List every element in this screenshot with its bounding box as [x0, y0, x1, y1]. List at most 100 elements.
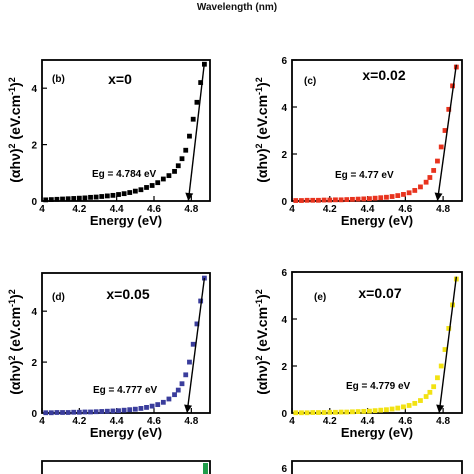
y-axis-title-superscript: 2	[7, 355, 17, 360]
x-tick-label: 4.4	[361, 416, 375, 427]
y-axis-title-part: (eV.cm	[254, 95, 270, 144]
data-point	[423, 394, 429, 399]
data-point	[372, 408, 378, 414]
data-point	[384, 407, 389, 413]
data-point	[438, 363, 444, 369]
data-point	[435, 158, 440, 164]
fit-line-arrowhead	[436, 404, 445, 413]
data-point	[82, 409, 88, 415]
y-axis-title-superscript: -1	[254, 87, 264, 95]
data-point	[175, 387, 181, 393]
y-tick-label: 4	[281, 103, 287, 114]
data-point	[361, 196, 367, 202]
band-gap-label: Eg = 4.784 eV	[92, 169, 157, 180]
data-point	[166, 173, 172, 179]
data-point	[423, 179, 429, 185]
panel-label: (c)	[304, 76, 316, 87]
data-point	[160, 176, 166, 182]
fit-line	[187, 62, 206, 202]
data-point	[338, 197, 344, 203]
y-axis-title-part: )	[7, 294, 23, 299]
data-point	[121, 191, 127, 197]
data-point	[172, 168, 177, 174]
y-axis-title-superscript: -1	[7, 299, 17, 307]
data-point	[60, 196, 65, 202]
data-point	[293, 198, 299, 203]
partial-panel-right: 6	[281, 460, 463, 474]
data-point	[304, 197, 310, 203]
data-point	[316, 410, 321, 415]
x-tick-label: 4.8	[436, 204, 450, 215]
data-point	[183, 372, 189, 378]
data-point	[76, 409, 82, 415]
data-point	[327, 409, 333, 415]
data-point	[435, 375, 440, 381]
y-axis-title-superscript: 2	[7, 143, 17, 148]
data-point	[71, 409, 77, 415]
y-axis-title-part: (eV.cm	[254, 307, 270, 356]
y-axis-title-part: (αhν)	[254, 360, 270, 394]
y-tick-label: 6	[281, 268, 287, 279]
data-point	[43, 410, 49, 416]
data-point	[179, 156, 185, 162]
data-point	[401, 404, 406, 410]
data-point	[155, 180, 161, 186]
data-point	[179, 381, 185, 387]
data-point	[367, 196, 372, 202]
plot-frame	[41, 272, 211, 414]
data-point	[138, 187, 144, 193]
data-point	[187, 359, 192, 365]
data-point	[93, 409, 99, 415]
x-tick-label: 4	[39, 416, 45, 427]
data-point	[293, 410, 299, 416]
x-tick-label: 4	[289, 204, 295, 215]
data-point	[299, 410, 304, 416]
data-point	[395, 193, 401, 198]
y-axis-title: (αhν)2 (eV.cm-1)2	[7, 289, 23, 395]
data-point	[406, 403, 412, 408]
data-point	[190, 341, 196, 347]
x-tick-label: 4.4	[361, 204, 375, 215]
data-point	[355, 409, 361, 414]
data-point	[378, 195, 384, 201]
data-point	[438, 144, 444, 150]
data-point	[427, 389, 433, 395]
y-axis-title-part: (αhν)	[7, 360, 23, 394]
panel-label: (e)	[314, 292, 326, 303]
y-tick-label: 6	[281, 56, 287, 67]
x-tick-label: 4.8	[436, 416, 450, 427]
data-point	[355, 196, 361, 202]
y-axis-title-part: )	[254, 82, 270, 87]
data-point	[88, 194, 93, 200]
data-point	[384, 194, 389, 200]
y-axis-title-superscript: 2	[254, 143, 264, 148]
y-tick-label: 4	[31, 84, 37, 95]
y-axis-title-part: (αhν)	[254, 148, 270, 182]
composition-label: x=0.07	[358, 285, 401, 301]
data-point	[175, 163, 181, 169]
plot-frame	[291, 59, 463, 202]
x-tick-label: 4.4	[110, 204, 124, 215]
data-point	[99, 409, 105, 414]
y-tick-label: 2	[31, 141, 37, 152]
data-point	[190, 116, 196, 122]
data-point	[304, 410, 310, 416]
data-point	[427, 175, 433, 180]
y-axis-title: (αhν)2 (eV.cm-1)2	[7, 77, 23, 183]
data-point	[116, 192, 121, 197]
data-point	[401, 192, 406, 197]
data-point	[172, 392, 177, 398]
panel-label: (b)	[52, 74, 65, 85]
x-tick-label: 4.6	[398, 204, 412, 215]
data-point	[144, 185, 149, 190]
data-point	[127, 190, 133, 195]
y-axis-title-superscript: -1	[254, 299, 264, 307]
data-point	[160, 399, 166, 405]
x-tick-label: 4.4	[110, 416, 124, 427]
data-point	[321, 197, 327, 203]
band-gap-label: Eg = 4.779 eV	[346, 381, 411, 392]
data-point	[431, 168, 437, 173]
data-point	[43, 197, 49, 203]
y-tick-label: 0	[31, 409, 37, 420]
